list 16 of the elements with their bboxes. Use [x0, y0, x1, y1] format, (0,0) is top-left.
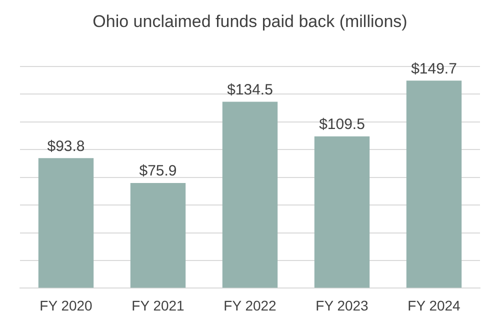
bar — [38, 158, 94, 288]
data-label: $75.9 — [139, 162, 177, 180]
bar — [222, 102, 278, 288]
x-tick-label: FY 2020 — [40, 297, 93, 314]
bar — [406, 80, 462, 288]
data-label: $149.7 — [411, 60, 457, 78]
data-label: $93.8 — [47, 138, 85, 155]
x-tick-label: FY 2022 — [224, 297, 277, 314]
data-label: $109.5 — [319, 116, 365, 134]
x-tick-label: FY 2021 — [132, 297, 185, 314]
x-tick-label: FY 2024 — [408, 297, 461, 314]
bar — [314, 136, 370, 288]
x-tick-label: FY 2023 — [316, 297, 369, 314]
data-label: $134.5 — [227, 81, 273, 98]
chart-title: Ohio unclaimed funds paid back (millions) — [92, 12, 408, 31]
bar — [130, 182, 186, 288]
